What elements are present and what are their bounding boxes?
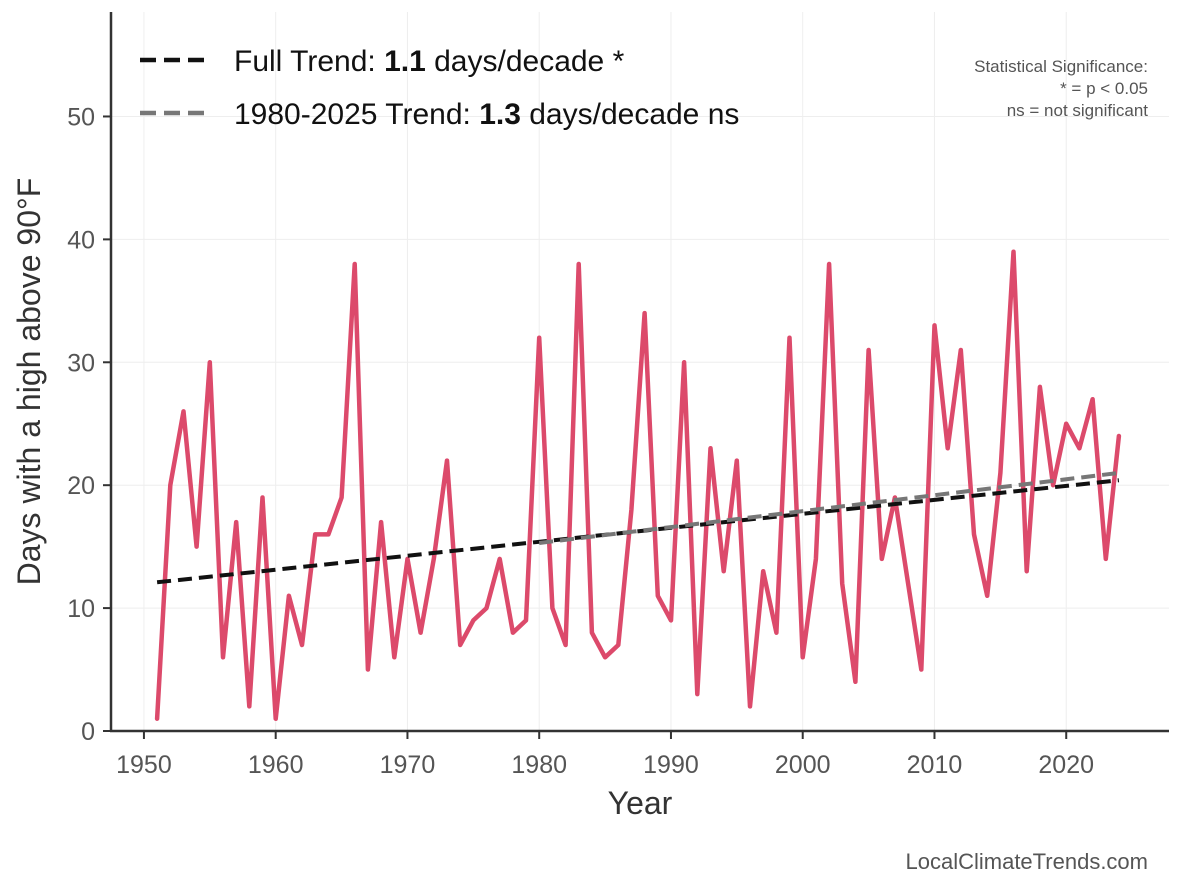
legend: Full Trend: 1.1 days/decade * 1980-2025 … xyxy=(140,45,739,131)
trend-lines xyxy=(154,249,1122,721)
y-tick-label: 0 xyxy=(81,718,95,746)
x-tick-label: 1950 xyxy=(116,751,172,779)
legend-entry-recent-trend: 1980-2025 Trend: 1.3 days/decade ns xyxy=(234,98,739,131)
x-tick-label: 1970 xyxy=(380,751,436,779)
significance-p-value: * = p < 0.05 xyxy=(1060,79,1148,98)
y-tick-label: 20 xyxy=(67,472,95,500)
significance-ns: ns = not significant xyxy=(1007,101,1149,120)
x-tick-label: 1990 xyxy=(643,751,699,779)
y-axis-title: Days with a high above 90°F xyxy=(11,178,47,586)
source-credit: LocalClimateTrends.com xyxy=(906,849,1149,874)
trend-line-1 xyxy=(156,478,1120,585)
x-axis-title: Year xyxy=(608,785,673,821)
trend-line-2 xyxy=(538,470,1120,545)
x-tick-label: 2000 xyxy=(775,751,831,779)
x-tick-label: 1980 xyxy=(511,751,567,779)
y-tick-label: 40 xyxy=(67,226,95,254)
y-axis-ticks: 0 10 20 30 40 50 xyxy=(67,103,111,746)
y-tick-label: 50 xyxy=(67,103,95,131)
x-axis-ticks: 1950 1960 1970 1980 1990 2000 2010 2020 xyxy=(116,731,1094,779)
axes xyxy=(109,12,1169,733)
y-tick-label: 30 xyxy=(67,349,95,377)
x-tick-label: 2020 xyxy=(1038,751,1094,779)
grid-lines xyxy=(111,12,1169,731)
significance-note: Statistical Significance: * = p < 0.05 n… xyxy=(974,57,1148,120)
legend-entry-full-trend: Full Trend: 1.1 days/decade * xyxy=(234,45,625,78)
y-tick-label: 10 xyxy=(67,595,95,623)
x-tick-label: 1960 xyxy=(248,751,304,779)
x-tick-label: 2010 xyxy=(907,751,963,779)
data-line xyxy=(154,249,1122,721)
data-series xyxy=(156,470,1120,585)
significance-title: Statistical Significance: xyxy=(974,57,1148,76)
